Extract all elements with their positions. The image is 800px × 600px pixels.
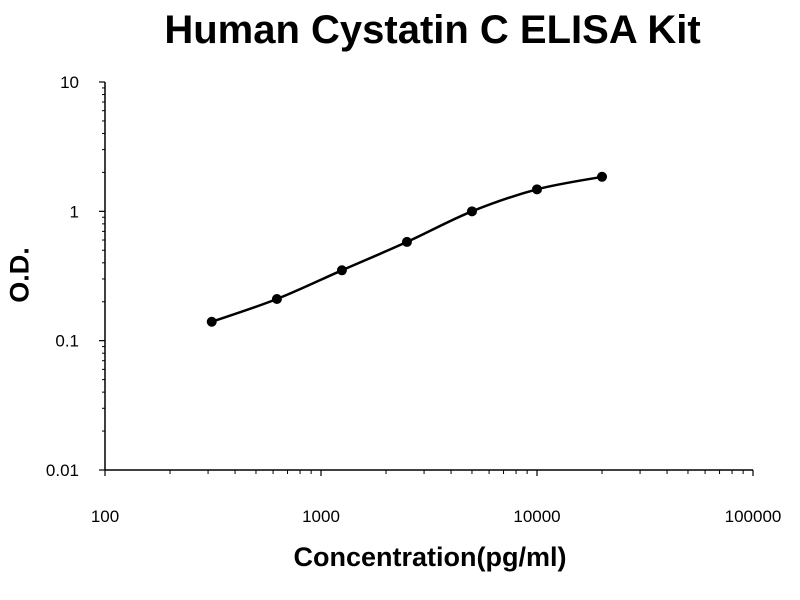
data-point xyxy=(206,316,217,327)
axes xyxy=(104,82,753,471)
data-point xyxy=(597,171,608,182)
y-axis-label: O.D. xyxy=(4,247,35,303)
chart-title: Human Cystatin C ELISA Kit xyxy=(164,8,701,52)
y-tick-label: 0.1 xyxy=(55,332,79,351)
x-axis-label: Concentration(pg/ml) xyxy=(293,542,567,572)
series-line xyxy=(211,175,603,323)
x-tick-label: 10000 xyxy=(513,507,560,526)
ticks xyxy=(99,81,754,476)
x-tick-label: 100 xyxy=(91,507,119,526)
tick-labels: 10 1 0.1 0.01 100 1000 10000 100000 xyxy=(46,73,781,526)
y-tick-label: 1 xyxy=(70,202,79,221)
data-point xyxy=(336,265,347,276)
x-tick-label: 100000 xyxy=(725,507,782,526)
data-point xyxy=(532,184,542,195)
y-tick-label: 10 xyxy=(60,73,79,92)
series-group xyxy=(206,171,608,327)
x-tick-label: 1000 xyxy=(302,507,340,526)
data-point xyxy=(271,293,282,304)
y-tick-label: 0.01 xyxy=(46,461,79,480)
data-point xyxy=(466,206,477,217)
data-point xyxy=(401,236,412,247)
